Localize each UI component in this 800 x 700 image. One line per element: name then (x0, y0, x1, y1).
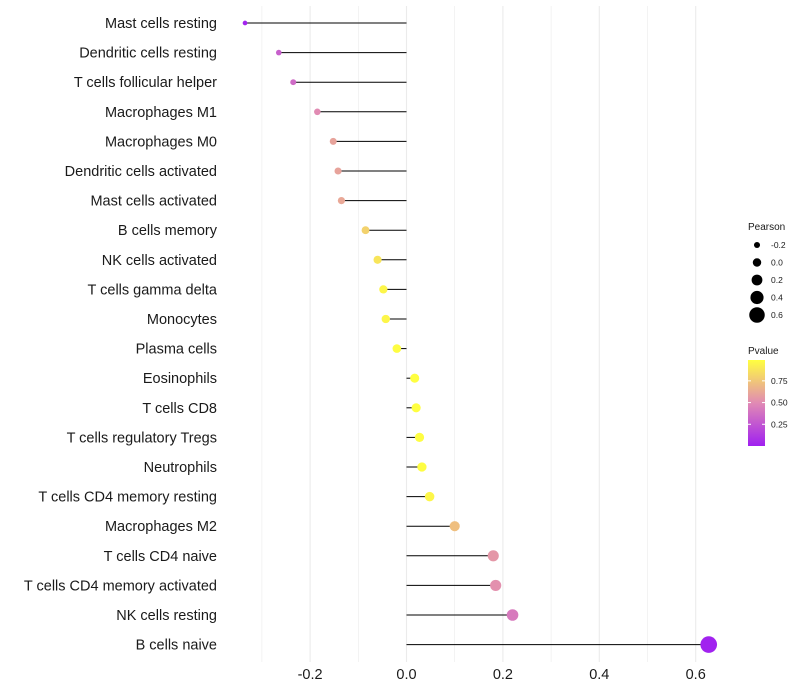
category-labels: Mast cells resting Dendritic cells restin… (24, 16, 218, 654)
category-label: Macrophages M2 (105, 519, 217, 535)
data-point (290, 79, 297, 86)
category-label: T cells gamma delta (88, 282, 218, 298)
pvalue-color-legend: Pvalue 0.75 0.50 0.25 (748, 346, 788, 446)
category-label: Macrophages M0 (105, 134, 217, 150)
data-point (329, 137, 337, 145)
data-point (700, 636, 718, 653)
size-legend-label: 0.6 (771, 310, 783, 320)
size-legend-label: 0.2 (771, 275, 783, 285)
x-tick-label: -0.2 (298, 667, 323, 683)
data-point (506, 609, 519, 621)
data-point (242, 20, 248, 26)
size-legend-label: 0.0 (771, 258, 783, 268)
pvalue-colorbar (748, 360, 765, 446)
size-legend-label: -0.2 (771, 240, 786, 250)
category-label: Mast cells activated (90, 194, 217, 210)
gridlines (261, 6, 697, 662)
category-label: Macrophages M1 (105, 105, 217, 121)
data-point (334, 167, 342, 175)
category-label: B cells naive (136, 638, 217, 654)
category-label: Dendritic cells activated (65, 164, 217, 180)
lollipop-points (242, 20, 718, 653)
x-tick-label: 0.6 (686, 667, 706, 683)
data-point (381, 314, 390, 324)
data-point (392, 344, 402, 353)
data-point (410, 373, 420, 383)
data-point (275, 49, 282, 56)
lollipop-stems (245, 22, 709, 646)
colorbar-label: 0.25 (771, 419, 788, 429)
category-label: Mast cells resting (105, 16, 217, 32)
data-point (379, 285, 388, 294)
category-label: Monocytes (147, 312, 217, 328)
size-legend-dot (752, 258, 762, 267)
data-point (314, 108, 321, 116)
data-point (424, 491, 435, 502)
category-label: B cells memory (118, 223, 218, 239)
category-label: T cells follicular helper (74, 75, 217, 91)
category-label: Plasma cells (136, 342, 217, 358)
category-label: T cells regulatory Tregs (67, 430, 217, 446)
size-legend-dot (751, 274, 763, 286)
x-tick-label: 0.2 (493, 667, 513, 683)
size-legend-dot (750, 290, 764, 305)
x-axis-tick-labels: -0.2 0.0 0.2 0.4 0.6 (298, 667, 706, 683)
category-label: Dendritic cells resting (79, 46, 217, 62)
pearson-size-legend: Pearson -0.2 0.0 0.2 0.4 0.6 (748, 222, 786, 323)
category-label: T cells CD4 memory activated (24, 578, 217, 594)
colorbar-label: 0.75 (771, 376, 788, 386)
category-label: NK cells activated (102, 253, 217, 269)
category-label: T cells CD4 memory resting (38, 490, 217, 506)
size-legend-dot (749, 307, 765, 323)
pvalue-legend-title: Pvalue (748, 346, 779, 357)
pearson-legend-title: Pearson (748, 222, 785, 233)
category-label: Neutrophils (144, 460, 217, 476)
data-point (487, 550, 499, 562)
category-label: Eosinophils (143, 371, 217, 387)
data-point (490, 579, 502, 591)
category-label: NK cells resting (116, 608, 217, 624)
data-point (417, 462, 427, 472)
category-label: T cells CD4 naive (104, 549, 217, 565)
category-label: T cells CD8 (142, 401, 217, 417)
data-point (449, 521, 460, 532)
data-point (337, 196, 346, 205)
size-legend-label: 0.4 (771, 293, 783, 303)
data-point (414, 432, 425, 443)
x-tick-label: 0.4 (589, 667, 609, 683)
data-point (411, 403, 421, 413)
x-tick-label: 0.0 (396, 667, 416, 683)
data-point (373, 255, 382, 264)
colorbar-label: 0.50 (771, 398, 788, 408)
size-legend-dot (753, 241, 761, 249)
data-point (361, 226, 370, 235)
